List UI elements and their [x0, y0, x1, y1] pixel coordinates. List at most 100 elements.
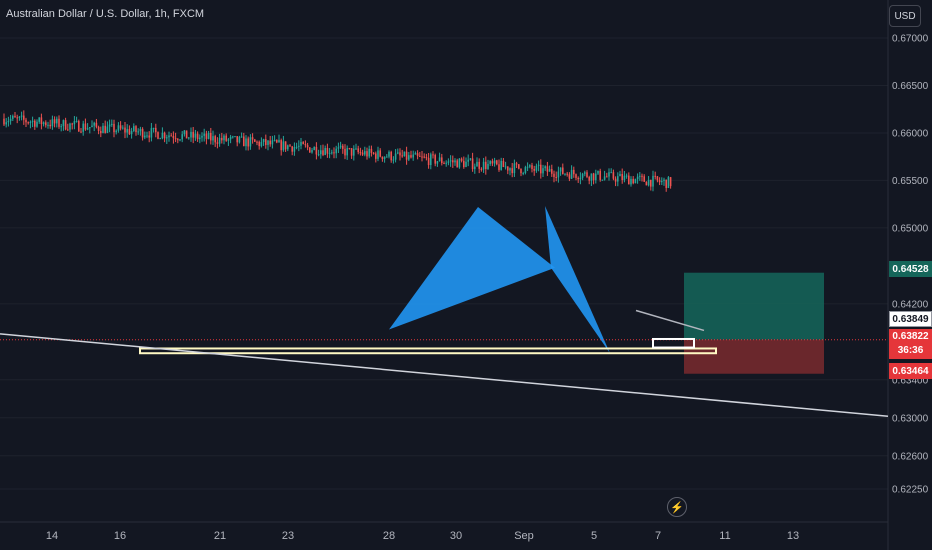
currency-button[interactable]: USD	[889, 5, 921, 27]
candle-body	[146, 135, 148, 137]
candle-body	[137, 131, 139, 133]
y-tick-label: 0.62250	[892, 485, 929, 496]
candle-body	[467, 159, 469, 162]
candle-body	[368, 148, 370, 157]
x-tick-label: 14	[46, 530, 58, 542]
candle-body	[537, 164, 540, 166]
candle-body	[570, 169, 573, 179]
candle-body	[291, 146, 293, 152]
candle-body	[493, 160, 496, 164]
entry-box[interactable]	[652, 337, 695, 349]
candle-body	[117, 125, 120, 131]
candle-body	[331, 152, 333, 154]
support-zone-box[interactable]	[139, 347, 717, 355]
candle-body	[386, 156, 388, 158]
candle-body	[326, 147, 329, 154]
candle-body	[205, 133, 208, 139]
candle-body	[355, 148, 357, 150]
candle-body	[91, 125, 93, 128]
candle-body	[280, 140, 282, 151]
candle-body	[612, 172, 615, 179]
candle-body	[478, 161, 480, 169]
candle-body	[234, 136, 236, 138]
candle-body	[172, 135, 175, 139]
candle-body	[227, 139, 230, 141]
candle-body	[104, 125, 106, 133]
candle-body	[665, 179, 667, 188]
candle-body	[463, 160, 465, 168]
candle-body	[141, 128, 144, 138]
candle-body	[480, 168, 483, 170]
candle-body	[328, 152, 331, 154]
candle-body	[559, 167, 562, 172]
candle-body	[515, 163, 518, 165]
candle-body	[408, 155, 410, 160]
candle-body	[628, 175, 630, 185]
candle-body	[295, 146, 298, 148]
x-tick-label: Sep	[514, 530, 534, 542]
candle-body	[108, 124, 111, 127]
candle-body	[511, 168, 513, 174]
candle-body	[465, 161, 467, 168]
candle-body	[130, 131, 133, 135]
candle-body	[282, 141, 285, 151]
candle-body	[656, 176, 659, 181]
lightning-bolt-icon[interactable]: ⚡	[667, 497, 687, 517]
candle-body	[410, 155, 412, 158]
stop-zone[interactable]	[684, 339, 824, 374]
y-tick-label: 0.65000	[892, 223, 929, 234]
candle-body	[540, 164, 542, 174]
candle-body	[273, 140, 276, 142]
candle-body	[34, 120, 36, 127]
harmonic-pattern-xab[interactable]	[389, 207, 555, 330]
x-tick-label: 30	[450, 530, 462, 542]
candle-body	[489, 161, 491, 164]
candle-body	[240, 136, 243, 138]
candle-body	[210, 132, 212, 141]
candle-body	[350, 148, 353, 156]
candle-body	[152, 127, 155, 129]
candle-body	[474, 166, 476, 170]
candle-body	[333, 152, 335, 154]
candle-body	[667, 177, 670, 188]
candle-body	[526, 166, 529, 168]
candle-body	[36, 121, 38, 127]
candle-body	[641, 175, 643, 177]
candle-body	[573, 169, 575, 175]
y-axis: 0.67000 0.66500 0.66000 0.65500 0.65000 0.642…	[892, 34, 929, 496]
candle-body	[9, 118, 12, 122]
candle-body	[377, 150, 379, 159]
candle-body	[575, 174, 577, 178]
target-zone[interactable]	[684, 272, 824, 340]
candle-body	[45, 122, 47, 126]
candle-body	[401, 155, 403, 157]
bar-countdown: 36:36	[897, 345, 924, 356]
candle-body	[403, 151, 406, 157]
candle-body	[5, 122, 7, 125]
candle-body	[284, 141, 287, 150]
candle-body	[199, 137, 201, 140]
candle-body	[62, 120, 65, 127]
candle-body	[111, 123, 113, 125]
candle-body	[419, 155, 421, 157]
candle-body	[188, 137, 190, 139]
candle-body	[634, 179, 637, 184]
wedge-trendline[interactable]	[635, 309, 705, 332]
support-trendline[interactable]	[0, 333, 889, 418]
candle-body	[192, 131, 194, 138]
candle-body	[390, 151, 392, 161]
candle-body	[544, 166, 546, 169]
x-tick-label: 13	[787, 530, 799, 542]
candle-body	[82, 123, 84, 132]
candle-body	[71, 123, 73, 125]
candle-body	[551, 169, 553, 174]
candle-body	[139, 128, 142, 132]
candle-body	[456, 160, 458, 168]
candle-body	[601, 179, 604, 181]
candle-body	[482, 161, 485, 170]
candle-body	[133, 126, 135, 132]
candle-body	[509, 168, 511, 171]
candle-body	[14, 115, 16, 118]
harmonic-pattern-bcd[interactable]	[545, 206, 610, 354]
